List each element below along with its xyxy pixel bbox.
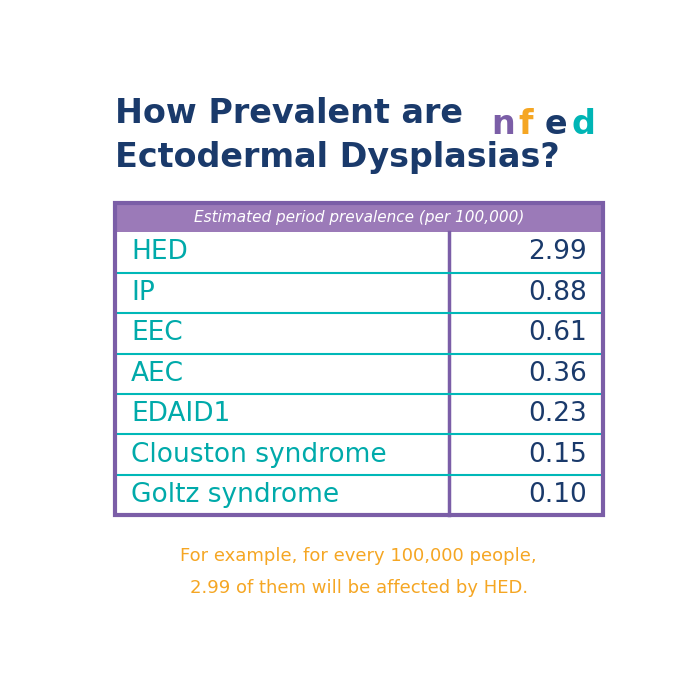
Text: 2.99 of them will be affected by HED.: 2.99 of them will be affected by HED. — [190, 579, 528, 597]
FancyBboxPatch shape — [115, 202, 603, 232]
Text: 0.10: 0.10 — [528, 482, 587, 508]
Text: AEC: AEC — [131, 360, 184, 386]
Text: Clouston syndrome: Clouston syndrome — [131, 442, 386, 468]
Text: d: d — [572, 108, 596, 141]
Text: Goltz syndrome: Goltz syndrome — [131, 482, 339, 508]
Text: 0.36: 0.36 — [528, 360, 587, 386]
Text: 0.88: 0.88 — [528, 280, 587, 306]
Text: 0.61: 0.61 — [528, 321, 587, 346]
Text: EEC: EEC — [131, 321, 183, 346]
Text: 0.23: 0.23 — [528, 401, 587, 427]
Text: Ectodermal Dysplasias?: Ectodermal Dysplasias? — [115, 141, 559, 174]
Text: EDAID1: EDAID1 — [131, 401, 230, 427]
Text: 0.15: 0.15 — [528, 442, 587, 468]
FancyBboxPatch shape — [115, 232, 603, 515]
Text: Estimated period prevalence (per 100,000): Estimated period prevalence (per 100,000… — [194, 210, 524, 225]
Text: How Prevalent are: How Prevalent are — [115, 97, 463, 130]
Text: HED: HED — [131, 239, 188, 265]
Text: e: e — [545, 108, 568, 141]
Text: 2.99: 2.99 — [528, 239, 587, 265]
Text: IP: IP — [131, 280, 155, 306]
Text: For example, for every 100,000 people,: For example, for every 100,000 people, — [181, 547, 537, 565]
Text: f: f — [519, 108, 533, 141]
Text: n: n — [491, 108, 515, 141]
